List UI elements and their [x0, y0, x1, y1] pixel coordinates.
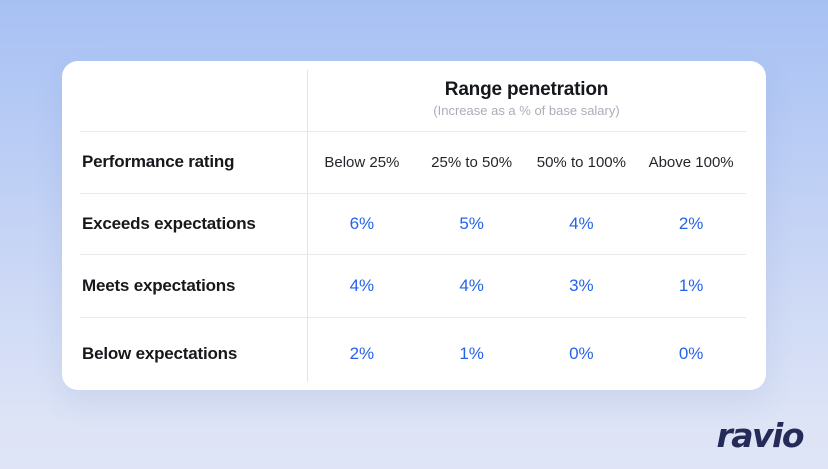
value-cell: 0%	[569, 343, 594, 363]
table-title: Range penetration	[444, 78, 609, 100]
divider-below-exceeds-row	[80, 254, 746, 255]
ravio-logo: ravio	[716, 416, 804, 455]
value-cell: 4%	[459, 275, 484, 295]
column-header-below-25: Below 25%	[324, 153, 400, 171]
value-cell: 1%	[459, 343, 484, 363]
value-cell: 2%	[678, 213, 704, 233]
vertical-divider	[307, 70, 308, 382]
divider-below-column-headers	[80, 193, 746, 194]
column-header-50-to-100: 50% to 100%	[536, 153, 626, 171]
table-header: Range penetration (Increase as a % of ba…	[307, 61, 746, 131]
column-header-25-to-50: 25% to 50%	[431, 153, 513, 171]
value-cell: 0%	[678, 343, 704, 363]
value-cell: 3%	[569, 275, 594, 295]
row-label-below: Below expectations	[82, 343, 238, 363]
value-cell: 4%	[569, 213, 594, 233]
value-cell: 5%	[459, 213, 484, 233]
row-label-meets: Meets expectations	[82, 275, 236, 295]
table-subtitle: (Increase as a % of base salary)	[433, 102, 620, 118]
divider-below-meets-row	[80, 317, 746, 318]
column-header-above-100: Above 100%	[648, 153, 734, 171]
divider-below-title	[80, 131, 746, 132]
row-axis-label: Performance rating	[82, 152, 235, 171]
range-penetration-table: Range penetration (Increase as a % of ba…	[62, 61, 766, 390]
matrix-card: Range penetration (Increase as a % of ba…	[62, 61, 766, 390]
value-cell: 2%	[349, 343, 375, 363]
value-cell: 1%	[678, 275, 704, 295]
value-cell: 6%	[349, 213, 375, 233]
row-label-exceeds: Exceeds expectations	[82, 213, 256, 233]
value-cell: 4%	[349, 275, 375, 295]
